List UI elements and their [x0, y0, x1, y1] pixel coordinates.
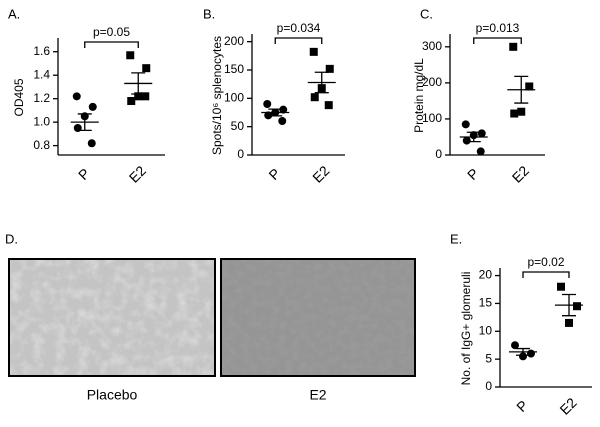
error-bar — [562, 293, 576, 317]
panel-label: C. — [420, 6, 433, 21]
data-point — [324, 101, 333, 110]
data-point — [573, 302, 581, 311]
data-point — [517, 107, 526, 116]
y-axis-label: Protein mg/dL — [412, 58, 426, 133]
x-tick-label: E2 — [509, 162, 533, 186]
x-tick-label: E2 — [309, 162, 333, 186]
histology-image — [8, 258, 216, 377]
data-point — [134, 92, 143, 101]
y-tick-label: 0.8 — [33, 138, 50, 152]
x-tick-label: P — [265, 165, 283, 183]
data-point — [461, 120, 470, 129]
significance-bracket — [84, 41, 139, 48]
y-tick-label: 5 — [485, 351, 492, 365]
panel-label: E. — [450, 231, 462, 246]
data-point — [325, 64, 334, 73]
histology-image — [220, 258, 416, 377]
x-tick-label: P — [513, 397, 531, 415]
data-point — [519, 352, 527, 361]
data-point — [476, 147, 485, 156]
y-tick-label: 1.2 — [33, 91, 50, 105]
y-tick-label: 10 — [479, 323, 493, 337]
y-tick-label: 100 — [422, 111, 442, 125]
image-caption: E2 — [309, 387, 326, 403]
data-point — [72, 92, 81, 101]
error-bar — [516, 347, 530, 356]
panel-label: D. — [5, 231, 18, 246]
x-tick-label: P — [75, 165, 93, 183]
error-bar — [514, 75, 529, 104]
image-caption: Placebo — [87, 387, 138, 403]
y-tick-label: 0 — [485, 379, 492, 393]
y-tick-label: 300 — [422, 39, 442, 53]
data-point — [565, 318, 573, 327]
error-bar — [268, 108, 283, 117]
data-point — [557, 282, 565, 291]
error-bar — [314, 71, 329, 94]
p-value: p=0.02 — [527, 255, 564, 269]
error-bar — [77, 113, 92, 132]
p-value: p=0.05 — [93, 25, 130, 39]
error-bar — [466, 131, 481, 143]
significance-bracket — [473, 37, 522, 44]
p-value: p=0.013 — [476, 21, 520, 35]
data-point — [510, 109, 519, 118]
p-value: p=0.034 — [277, 21, 321, 35]
data-point — [278, 117, 287, 125]
error-bar — [131, 72, 146, 95]
y-tick-label: 1.4 — [33, 67, 50, 81]
y-axis-label: Spots/10⁶ splenocytes — [210, 36, 224, 155]
y-axis-label: No. of IgG+ glomeruli — [459, 272, 473, 386]
data-point — [263, 100, 272, 108]
data-point — [88, 102, 97, 111]
data-point — [310, 93, 319, 102]
data-point — [279, 105, 288, 114]
y-tick-label: 1.0 — [33, 114, 50, 128]
y-tick-label: 15 — [479, 296, 493, 310]
y-tick-label: 200 — [422, 75, 442, 89]
significance-bracket — [274, 37, 323, 44]
data-point — [527, 349, 535, 358]
data-point — [509, 42, 518, 51]
significance-bracket — [522, 271, 570, 278]
y-tick-label: 150 — [224, 62, 244, 76]
y-tick-label: 0 — [237, 147, 244, 161]
y-tick-label: 100 — [224, 91, 244, 105]
y-axis-label: OD405 — [12, 78, 26, 116]
data-point — [141, 92, 150, 101]
data-point — [511, 341, 519, 350]
y-tick-label: 200 — [224, 34, 244, 48]
panel-label: B. — [203, 6, 215, 21]
panel-label: A. — [8, 6, 20, 21]
data-point — [142, 64, 151, 73]
x-tick-label: E2 — [126, 162, 150, 186]
data-point — [87, 139, 96, 148]
data-point — [525, 82, 534, 91]
data-point — [126, 51, 135, 60]
x-tick-label: P — [464, 165, 482, 183]
x-tick-label: E2 — [556, 394, 580, 418]
data-point — [127, 97, 136, 106]
y-tick-label: 20 — [479, 268, 493, 282]
data-point — [477, 129, 486, 138]
data-point — [309, 47, 318, 56]
data-point — [462, 136, 471, 145]
y-tick-label: 0 — [435, 147, 442, 161]
y-tick-label: 1.6 — [33, 44, 50, 58]
y-tick-label: 50 — [231, 119, 245, 133]
